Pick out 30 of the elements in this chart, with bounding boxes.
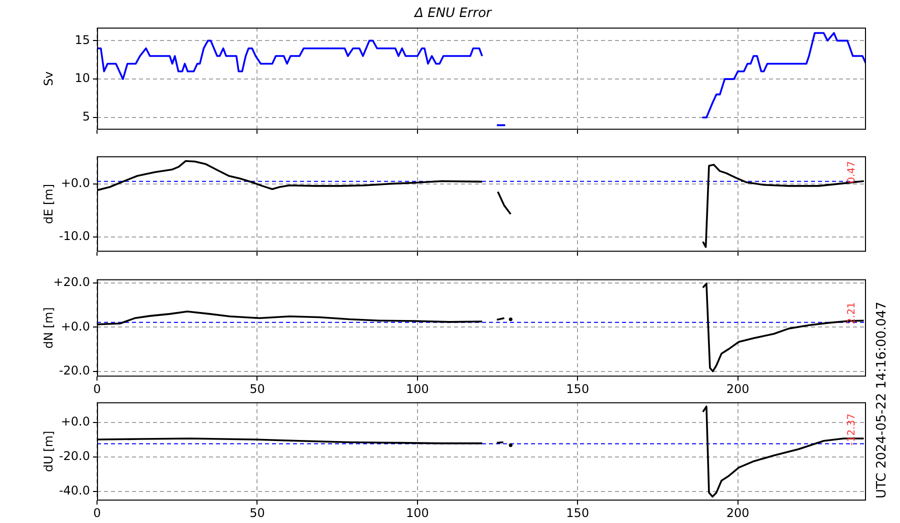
ref-line-label: 2.21 — [846, 302, 858, 324]
y-tick-label: -40.0 — [58, 483, 90, 498]
x-tick-label: 100 — [406, 382, 429, 396]
y-tick-label: +20.0 — [53, 275, 90, 290]
y-tick-label: +0.0 — [60, 176, 90, 190]
y-tick-label: -10.0 — [58, 229, 90, 244]
y-axis-title: Sv — [41, 71, 56, 86]
ref-line-label: -12.37 — [846, 414, 858, 446]
x-tick-label: 100 — [406, 506, 429, 520]
y-tick-label: 15 — [74, 32, 90, 47]
y-tick-label: -20.0 — [58, 449, 90, 464]
chart-title: Δ ENU Error — [414, 6, 494, 22]
x-tick-label: 200 — [726, 382, 750, 396]
x-tick-label: 0 — [93, 382, 101, 396]
x-tick-label: 50 — [250, 506, 265, 520]
x-tick-label: 150 — [566, 382, 590, 396]
x-tick-label: 200 — [726, 506, 750, 520]
text: UTC 2024-05-22 14:16:00.047 — [874, 302, 890, 498]
x-tick-label: 50 — [250, 382, 265, 396]
y-tick-label: -20.0 — [58, 364, 90, 378]
y-axis-title: dU [m] — [41, 430, 56, 472]
y-tick-label: 10 — [74, 71, 90, 86]
y-axis-title: dE [m] — [41, 184, 56, 224]
y-tick-label: +0.0 — [60, 414, 90, 429]
y-tick-label: 5 — [82, 110, 90, 124]
ref-line-label: 0.47 — [846, 161, 858, 184]
x-tick-label: 150 — [566, 506, 590, 520]
x-tick-label: 0 — [93, 506, 101, 520]
y-axis-title: dN [m] — [41, 307, 56, 349]
y-tick-label: +0.0 — [60, 319, 90, 334]
